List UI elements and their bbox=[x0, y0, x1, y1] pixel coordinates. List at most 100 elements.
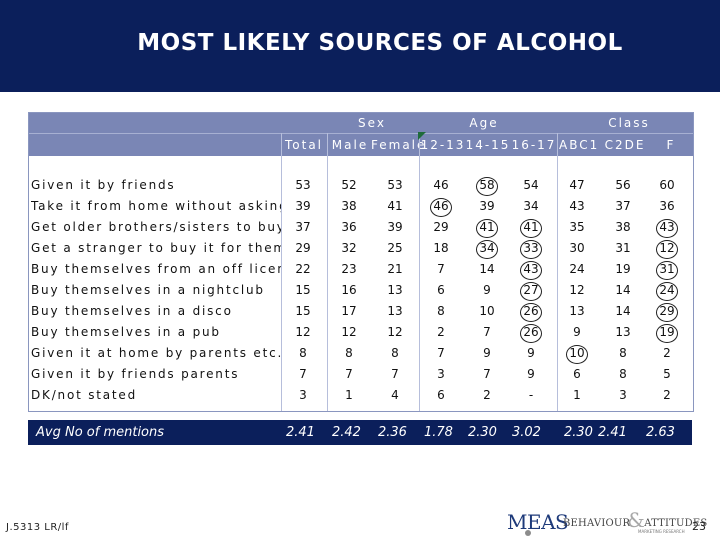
table-cell: 23 bbox=[341, 262, 357, 276]
table-cell: 14 bbox=[615, 304, 631, 318]
table-cell: 2 bbox=[483, 388, 491, 402]
table-cell: 17 bbox=[341, 304, 357, 318]
table-cell: 6 bbox=[437, 283, 445, 297]
column-divider bbox=[327, 133, 328, 411]
row-label: Buy themselves in a pub bbox=[31, 325, 221, 339]
table-cell: 29 bbox=[295, 241, 311, 255]
table-cell: 7 bbox=[483, 367, 491, 381]
data-table: Sex Age Class Total Male Female 12-13 14… bbox=[28, 112, 694, 412]
avg-value: 3.02 bbox=[512, 425, 541, 440]
table-cell: - bbox=[528, 388, 534, 402]
table-cell: 29 bbox=[659, 304, 675, 318]
column-header-14-15: 14-15 bbox=[465, 138, 511, 152]
table-row: Given it at home by parents etc. 8 8 8 7 9 9 10… bbox=[29, 344, 693, 365]
row-label: Buy themselves in a disco bbox=[31, 304, 233, 318]
table-cell: 47 bbox=[569, 178, 585, 192]
table-cell: 32 bbox=[341, 241, 357, 255]
table-cell: 52 bbox=[341, 178, 357, 192]
table-cell: 39 bbox=[387, 220, 403, 234]
table-cell: 8 bbox=[299, 346, 307, 360]
table-cell: 8 bbox=[619, 346, 627, 360]
table-cell: 12 bbox=[341, 325, 357, 339]
avg-mentions-bar: Avg No of mentions 2.41 2.42 2.36 1.78 2… bbox=[28, 420, 692, 445]
avg-value: 2.41 bbox=[598, 425, 627, 440]
table-cell: 31 bbox=[615, 241, 631, 255]
table-cell: 41 bbox=[523, 220, 539, 234]
table-cell: 12 bbox=[295, 325, 311, 339]
table-cell: 3 bbox=[299, 388, 307, 402]
table-cell: 6 bbox=[573, 367, 581, 381]
table-cell: 39 bbox=[479, 199, 495, 213]
table-cell: 30 bbox=[569, 241, 585, 255]
table-cell: 35 bbox=[569, 220, 585, 234]
column-divider bbox=[557, 133, 558, 411]
table-cell: 53 bbox=[295, 178, 311, 192]
table-cell: 41 bbox=[479, 220, 495, 234]
table-cell: 24 bbox=[569, 262, 585, 276]
row-label: Buy themselves from an off license bbox=[31, 262, 281, 276]
avg-value: 2.30 bbox=[564, 425, 593, 440]
table-row: Get older brothers/sisters to buy for th… bbox=[29, 218, 693, 239]
row-label: Get a stranger to buy it for them bbox=[31, 241, 281, 255]
table-cell: 12 bbox=[659, 241, 675, 255]
table-row: Buy themselves in a pub 12 12 12 2 7 26 9 13 19 bbox=[29, 323, 693, 344]
table-cell: 43 bbox=[569, 199, 585, 213]
row-label: Buy themselves in a nightclub bbox=[31, 283, 265, 297]
table-cell: 5 bbox=[663, 367, 671, 381]
group-header-class: Class bbox=[608, 116, 650, 130]
document-reference: J.5313 LR/lf bbox=[6, 522, 69, 533]
table-cell: 9 bbox=[483, 283, 491, 297]
avg-value: 2.30 bbox=[468, 425, 497, 440]
table-cell: 8 bbox=[391, 346, 399, 360]
table-cell: 19 bbox=[615, 262, 631, 276]
table-cell: 8 bbox=[437, 304, 445, 318]
logo-subtitle: MARKETING RESEARCH bbox=[638, 529, 685, 534]
table-cell: 21 bbox=[387, 262, 403, 276]
avg-value: 1.78 bbox=[424, 425, 453, 440]
meas-logo-text: MEAS bbox=[507, 510, 569, 534]
table-row: Given it by friends 53 52 53 46 58 54 47 56 60 bbox=[29, 176, 693, 197]
table-cell: 10 bbox=[569, 346, 585, 360]
column-divider bbox=[281, 133, 282, 411]
table-cell: 13 bbox=[615, 325, 631, 339]
table-cell: 12 bbox=[569, 283, 585, 297]
table-cell: 26 bbox=[523, 325, 539, 339]
table-cell: 7 bbox=[437, 262, 445, 276]
row-label: Take it from home without asking bbox=[31, 199, 281, 213]
table-cell: 26 bbox=[523, 304, 539, 318]
table-cell: 13 bbox=[569, 304, 585, 318]
title-bar: MOST LIKELY SOURCES OF ALCOHOL bbox=[0, 0, 720, 92]
table-cell: 1 bbox=[573, 388, 581, 402]
table-cell: 41 bbox=[387, 199, 403, 213]
group-header-age: Age bbox=[469, 116, 499, 130]
table-cell: 29 bbox=[433, 220, 449, 234]
row-label: Given it by friends bbox=[31, 178, 176, 192]
table-cell: 2 bbox=[437, 325, 445, 339]
table-cell: 27 bbox=[523, 283, 539, 297]
table-row: Given it by friends parents 7 7 7 3 7 9 6 8 5 bbox=[29, 365, 693, 386]
table-cell: 9 bbox=[573, 325, 581, 339]
table-cell: 1 bbox=[345, 388, 353, 402]
table-cell: 19 bbox=[659, 325, 675, 339]
table-cell: 56 bbox=[615, 178, 631, 192]
table-cell: 36 bbox=[659, 199, 675, 213]
table-cell: 13 bbox=[387, 283, 403, 297]
column-header-12-13: 12-13 bbox=[420, 138, 466, 152]
column-header-total: Total bbox=[284, 138, 324, 152]
row-label: Given it by friends parents bbox=[31, 367, 240, 381]
table-cell: 54 bbox=[523, 178, 539, 192]
table-cell: 33 bbox=[523, 241, 539, 255]
table-row: Buy themselves in a disco 15 17 13 8 10 26 13 14… bbox=[29, 302, 693, 323]
avg-value: 2.41 bbox=[286, 425, 315, 440]
table-cell: 7 bbox=[345, 367, 353, 381]
table-cell: 13 bbox=[387, 304, 403, 318]
table-cell: 43 bbox=[523, 262, 539, 276]
table-cell: 6 bbox=[437, 388, 445, 402]
table-cell: 9 bbox=[527, 346, 535, 360]
avg-value: 2.63 bbox=[646, 425, 675, 440]
avg-value: 2.36 bbox=[378, 425, 407, 440]
table-cell: 7 bbox=[299, 367, 307, 381]
row-label: Get older brothers/sisters to buy for th… bbox=[31, 220, 281, 234]
table-cell: 53 bbox=[387, 178, 403, 192]
table-row: Buy themselves in a nightclub 15 16 13 6 9 27 1… bbox=[29, 281, 693, 302]
